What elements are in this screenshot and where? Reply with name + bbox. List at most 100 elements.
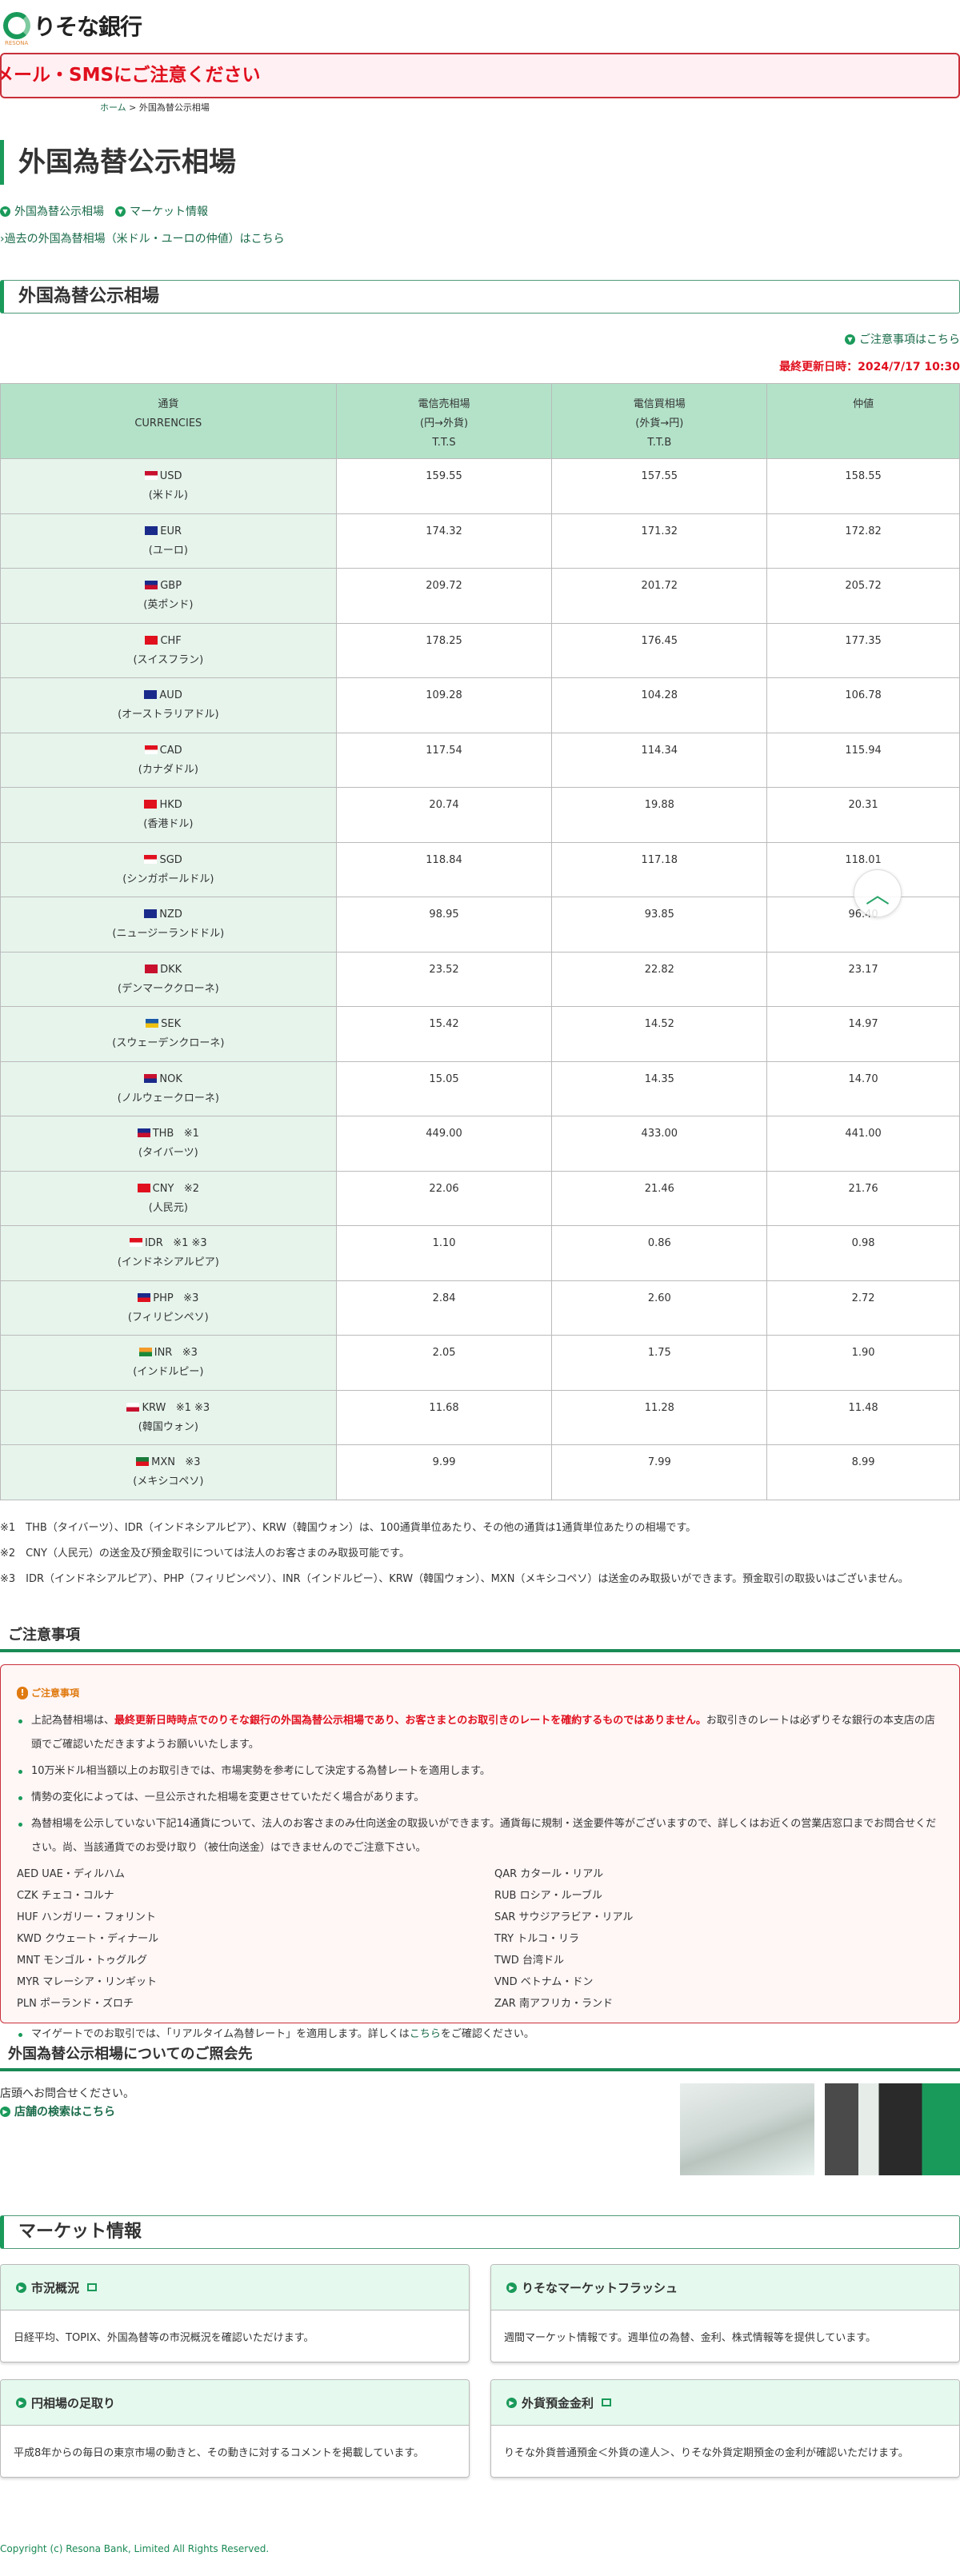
chevron-right-icon: ›	[0, 233, 5, 246]
mid-cell: 0.98	[766, 1225, 960, 1281]
tts-cell: 98.95	[335, 897, 553, 953]
currency-name: (スイスフラン)	[133, 653, 204, 666]
tts-cell: 9.99	[335, 1444, 553, 1500]
branch-interior-photo	[680, 2083, 814, 2175]
table-row: CAD (カナダドル) 117.54 114.34 115.94	[0, 732, 960, 788]
mid-cell: 11.48	[766, 1389, 960, 1445]
market-card[interactable]: ▶ 市況概況 日経平均、TOPIX、外国為替等の市況概況を確認いただけます。	[0, 2264, 470, 2362]
tts-cell: 22.06	[335, 1170, 553, 1226]
unlisted-currency: ZAR 南アフリカ・ランド	[494, 1998, 613, 2010]
contact-heading: 外国為替公示相場についてのご照会先	[0, 2043, 960, 2071]
mid-cell: 1.90	[766, 1335, 960, 1391]
caution-item: 為替相場を公示していない下記14通貨について、法人のお客さまのみ仕向送金の取扱い…	[17, 1812, 943, 1860]
unlisted-currency: KWD クウェート・ディナール	[17, 1933, 159, 1945]
table-row: MXN ※3 (メキシコペソ) 9.99 7.99 8.99	[0, 1444, 960, 1500]
col-mid: 仲値	[766, 383, 960, 459]
currency-name: (米ドル)	[148, 489, 188, 501]
unlisted-currency: SAR サウジアラビア・リアル	[494, 1911, 634, 1923]
ttb-cell: 14.52	[551, 1006, 768, 1062]
breadcrumb-home[interactable]: ホーム	[100, 102, 126, 113]
page-title: 外国為替公示相場	[0, 140, 236, 185]
tts-cell: 15.42	[335, 1006, 553, 1062]
flag-icon	[138, 1292, 151, 1302]
caution-link[interactable]: ▼ ご注意事項はこちら	[845, 331, 960, 347]
mid-cell: 106.78	[766, 677, 960, 733]
market-card[interactable]: ▶ りそなマーケットフラッシュ週間マーケット情報です。週単位の為替、金利、株式情報…	[490, 2264, 960, 2362]
currency-cell: CNY ※2 (人民元)	[0, 1170, 337, 1226]
chevron-right-icon: ▶	[16, 2282, 26, 2293]
market-card[interactable]: ▶ 外貨預金金利 りそな外貨普通預金＜外貨の達人＞、りそな外貨定期預金の金利が確認い…	[490, 2379, 960, 2478]
caution-item: 上記為替相場は、最終更新日時時点でのりそな銀行の外国為替公示相場であり、お客さま…	[17, 1709, 943, 1757]
tts-cell: 1.10	[335, 1225, 553, 1281]
currency-cell: MXN ※3 (メキシコペソ)	[0, 1444, 337, 1500]
currency-name: (香港ドル)	[143, 818, 194, 830]
scroll-to-top-button[interactable]: ︿	[854, 869, 902, 917]
table-header-row: 通貨 CURRENCIES 電信売相場 (円→外貨) T.T.S 電信買相場 (外貨→円…	[0, 383, 960, 459]
table-row: SEK (スウェーデンクローネ) 15.42 14.52 14.97	[0, 1006, 960, 1062]
currency-code: NOK	[159, 1072, 182, 1085]
resona-logo[interactable]: りそな銀行	[3, 10, 142, 42]
tts-cell: 11.68	[335, 1389, 553, 1445]
store-search-link[interactable]: ▶ 店舗の検索はこちら	[0, 2103, 115, 2119]
past-rates-link[interactable]: ›過去の外国為替相場（米ドル・ユーロの仲値）はこちら	[0, 230, 285, 246]
copyright: Copyright (c) Resona Bank, Limited All R…	[0, 2543, 270, 2554]
currency-cell: SGD (シンガポールドル)	[0, 841, 337, 897]
currency-cell: EUR (ユーロ)	[0, 513, 337, 569]
ttb-cell: 171.32	[551, 513, 768, 569]
currency-cell: GBP (英ポンド)	[0, 568, 337, 624]
ttb-cell: 19.88	[551, 787, 768, 843]
mid-cell: 8.99	[766, 1444, 960, 1500]
caution-item: マイゲートでのお取引では、「リアルタイム為替レート」を適用します。詳しくはこちら…	[17, 2023, 943, 2047]
ttb-cell: 7.99	[551, 1444, 768, 1500]
chevron-right-icon: ▶	[0, 2106, 10, 2117]
rates-section-heading: 外国為替公示相場	[0, 280, 960, 314]
flag-icon	[136, 1457, 150, 1466]
past-rates-label: 過去の外国為替相場（米ドル・ユーロの仲値）はこちら	[4, 233, 285, 246]
market-card-header[interactable]: ▶ 円相場の足取り	[1, 2380, 469, 2426]
mygate-details-link[interactable]: こちら	[409, 2028, 441, 2040]
ttb-cell: 2.60	[551, 1280, 768, 1336]
unlisted-currency: MNT モンゴル・トゥグルグ	[17, 1955, 148, 1967]
table-row: PHP ※3 (フィリピンペソ) 2.84 2.60 2.72	[0, 1280, 960, 1336]
unlisted-currency: TWD 台湾ドル	[494, 1955, 564, 1967]
market-card[interactable]: ▶ 円相場の足取り 平成8年からの毎日の東京市場の動きと、その動きに対するコメントを…	[0, 2379, 470, 2478]
tts-cell: 117.54	[335, 732, 553, 788]
ttb-cell: 176.45	[551, 622, 768, 678]
unlisted-currency: VND ベトナム・ドン	[494, 1976, 594, 1988]
tts-cell: 209.72	[335, 568, 553, 624]
market-card-header[interactable]: ▶ 市況概況	[1, 2265, 469, 2310]
chevron-down-icon: ▼	[0, 206, 10, 217]
mid-cell: 441.00	[766, 1116, 960, 1172]
rate-notes: ※1 THB（タイバーツ）、IDR（インドネシアルピア）、KRW（韓国ウォン）は…	[0, 1516, 960, 1592]
caution-item: 情勢の変化によっては、一旦公示された相場を変更させていただく場合があります。	[17, 1786, 943, 1810]
mid-cell: 205.72	[766, 568, 960, 624]
market-card-desc: 週間マーケット情報です。週単位の為替、金利、株式情報等を提供しています。	[504, 2332, 877, 2344]
ttb-cell: 93.85	[551, 897, 768, 953]
flag-icon	[126, 1402, 140, 1412]
currency-cell: CAD (カナダドル)	[0, 732, 337, 788]
currency-code: IDR	[144, 1237, 163, 1249]
currency-code: CAD	[159, 744, 182, 757]
market-card-title: 外貨預金金利	[522, 2395, 594, 2410]
table-row: INR ※3 (インドルピー) 2.05 1.75 1.90	[0, 1335, 960, 1391]
mid-cell: 21.76	[766, 1170, 960, 1226]
table-row: CHF (スイスフラン) 178.25 176.45 177.35	[0, 622, 960, 678]
flag-icon	[137, 1128, 150, 1137]
market-card-header[interactable]: ▶ りそなマーケットフラッシュ	[491, 2265, 959, 2310]
anchor-rates[interactable]: ▼ 外国為替公示相場	[0, 203, 104, 219]
currency-note: ※3	[183, 1292, 199, 1304]
market-card-header[interactable]: ▶ 外貨預金金利	[491, 2380, 959, 2426]
phishing-alert-banner[interactable]: メール・SMSにご注意ください	[0, 53, 960, 98]
market-card-title: 円相場の足取り	[31, 2395, 116, 2410]
ttb-cell: 0.86	[551, 1225, 768, 1281]
table-row: THB ※1 (タイバーツ) 449.00 433.00 441.00	[0, 1116, 960, 1172]
mid-cell: 172.82	[766, 513, 960, 569]
unlisted-currency: HUF ハンガリー・フォリント	[17, 1911, 156, 1923]
currency-cell: CHF (スイスフラン)	[0, 622, 337, 678]
tts-cell: 2.84	[335, 1280, 553, 1336]
unlisted-currency: MYR マレーシア・リンギット	[17, 1976, 158, 1988]
unlisted-currency: RUB ロシア・ルーブル	[494, 1890, 602, 1902]
currency-cell: NOK (ノルウェークローネ)	[0, 1060, 337, 1116]
chevron-up-icon: ︿	[866, 881, 890, 909]
anchor-market[interactable]: ▼ マーケット情報	[115, 203, 208, 219]
